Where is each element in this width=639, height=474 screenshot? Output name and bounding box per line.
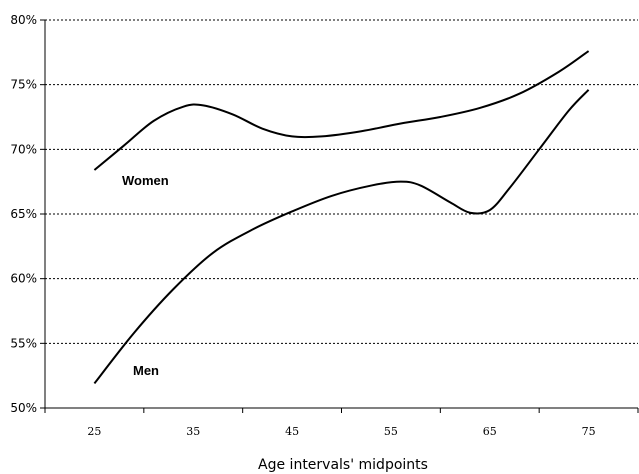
series-line-women [93, 50, 590, 171]
x-tick-label: 35 [186, 425, 200, 438]
y-tick-label: 75% [10, 78, 37, 92]
x-tick-labels: 25 35 45 55 65 75 [44, 408, 639, 438]
series-label-women: Women [122, 173, 169, 188]
gridlines [45, 19, 638, 344]
y-tick-label: 65% [10, 207, 37, 221]
x-tick-label: 55 [384, 425, 398, 438]
x-tick-label: 75 [582, 425, 596, 438]
y-tick-label: 50% [10, 401, 37, 415]
y-tick-label: 80% [10, 13, 37, 27]
series-line-men [93, 89, 590, 385]
y-tick-labels: 50% 55% 60% 65% 70% 75% 80% [10, 13, 45, 415]
series-lines [93, 50, 590, 385]
y-tick-label: 70% [10, 142, 37, 156]
series-label-men: Men [133, 363, 159, 378]
x-tick-label: 45 [285, 425, 299, 438]
x-tick-label: 25 [87, 425, 101, 438]
x-axis-title: Age intervals' midpoints [258, 457, 428, 473]
x-tick-label: 65 [483, 425, 497, 438]
y-tick-label: 60% [10, 272, 37, 286]
y-tick-label: 55% [10, 336, 37, 350]
